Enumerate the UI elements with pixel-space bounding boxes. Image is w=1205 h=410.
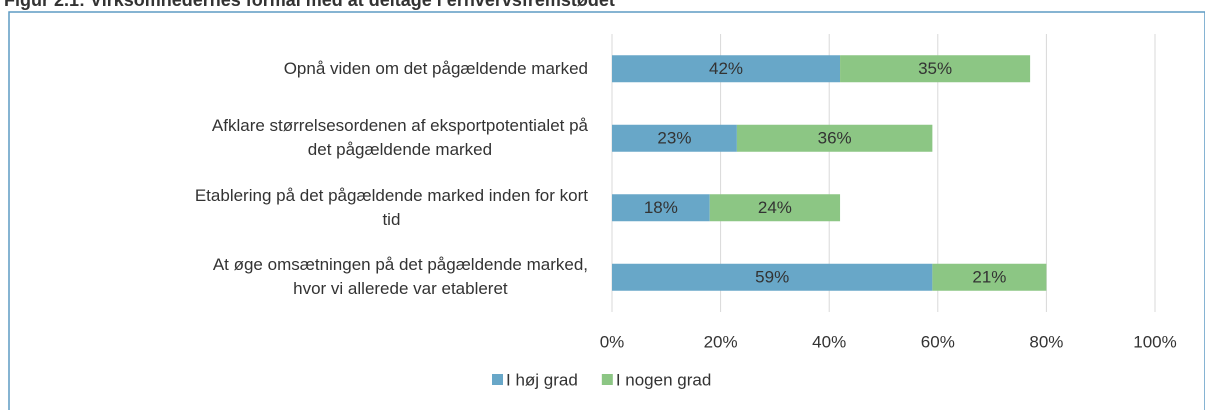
data-label: 23%: [657, 129, 691, 148]
bar-segment: [612, 55, 841, 83]
data-label: 18%: [644, 198, 678, 217]
category-label: Opnå viden om det pågældende marked: [283, 58, 588, 78]
frame: [8, 11, 1205, 410]
legend-swatch: [492, 374, 503, 385]
bar-segment: [840, 55, 1031, 83]
x-tick-label: 40%: [812, 332, 846, 351]
legend-label: I nogen grad: [616, 370, 711, 389]
category-label: Afklare størrelsesordenen af eksportpote…: [211, 116, 588, 160]
x-tick-label: 0%: [600, 332, 625, 351]
data-label: 35%: [918, 59, 952, 78]
data-label: 24%: [758, 198, 792, 217]
x-tick-label: 60%: [921, 332, 955, 351]
data-label: 21%: [972, 268, 1006, 287]
data-label: 42%: [709, 59, 743, 78]
bar-segment: [612, 194, 710, 222]
bar-segment: [612, 263, 933, 291]
x-tick-label: 20%: [704, 332, 738, 351]
category-label: Etablering på det pågældende marked inde…: [194, 185, 588, 229]
bar-segment: [932, 263, 1047, 291]
bar-segment: [736, 124, 933, 152]
data-label: 59%: [755, 268, 789, 287]
chart-title: Figur 2.1: Virksomhedernes formål med at…: [4, 0, 615, 10]
bar-segment: [612, 124, 737, 152]
data-label: 36%: [818, 129, 852, 148]
category-label: At øge omsætningen på det pågældende mar…: [212, 255, 588, 299]
legend-label: I høj grad: [506, 370, 578, 389]
x-tick-label: 100%: [1133, 332, 1176, 351]
bar-segment: [709, 194, 841, 222]
x-tick-label: 80%: [1029, 332, 1063, 351]
legend-swatch: [601, 374, 613, 385]
